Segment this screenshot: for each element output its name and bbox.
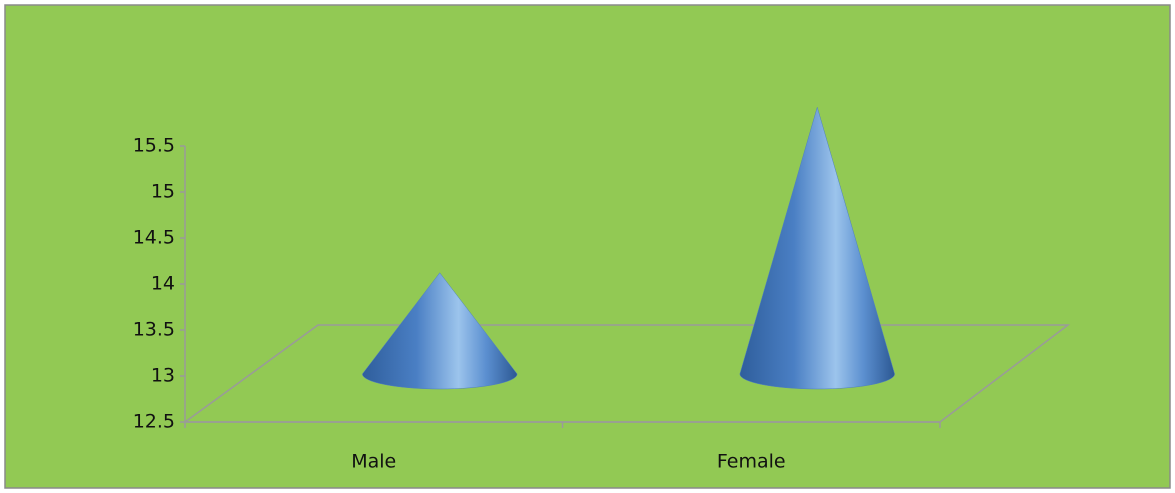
cone: [362, 272, 518, 390]
x-tick-label: Female: [717, 451, 786, 473]
chart-area: [4, 4, 1171, 489]
y-tick-label: 13: [151, 365, 175, 387]
y-tick-label: 15: [151, 181, 175, 203]
plot: 12.5 13 13.5 14 14.5 15 15.5 Male Female: [133, 106, 941, 473]
y-tick-label: 13.5: [133, 319, 175, 341]
y-tick-label: 15.5: [133, 135, 175, 157]
x-tick-label: Male: [351, 451, 396, 473]
y-tick-label: 14.5: [133, 227, 175, 249]
cone: [739, 106, 895, 390]
y-tick-label: 12.5: [133, 411, 175, 433]
y-tick-label: 14: [151, 273, 175, 295]
